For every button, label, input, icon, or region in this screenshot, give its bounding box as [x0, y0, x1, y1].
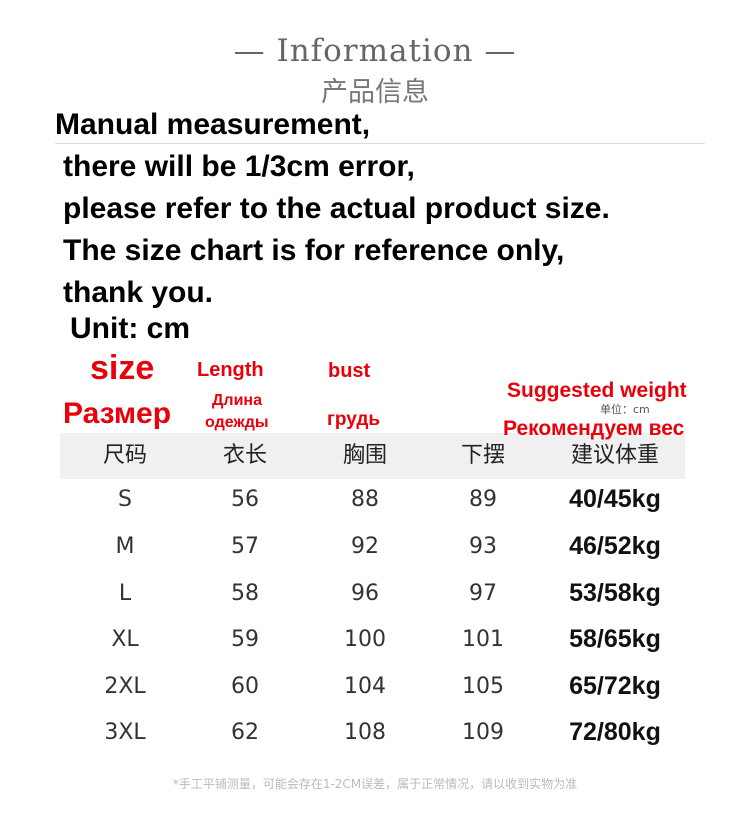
unit-cn: 单位：cm [600, 403, 650, 416]
length-label: Length [197, 359, 264, 381]
table-header-band [60, 433, 685, 479]
table-cell: 105 [462, 674, 504, 699]
table-cell-weight: 65/72kg [569, 672, 661, 700]
bust-label-ru: грудь [327, 409, 381, 430]
table-header-cell: 建议体重 [570, 443, 659, 468]
table-cell: 96 [351, 581, 379, 606]
table-header-cell: 胸围 [342, 443, 387, 468]
note-line: there will be 1/3cm error, [63, 150, 415, 183]
weight-label-ru: Рекомендуем вес [503, 417, 685, 440]
length-label-ru: одежды [205, 414, 269, 431]
table-header-cell: 尺码 [102, 443, 147, 468]
table-cell: 108 [344, 720, 386, 745]
table-cell: 93 [469, 534, 497, 559]
table-cell: 92 [351, 534, 379, 559]
unit-label: Unit: cm [70, 312, 190, 345]
length-label-ru: Длина [212, 392, 262, 409]
weight-label: Suggested weight [507, 379, 687, 402]
table-cell: 2XL [104, 674, 146, 699]
table-cell: 56 [231, 487, 259, 512]
table-cell: 104 [344, 674, 386, 699]
note-line: thank you. [63, 276, 214, 309]
table-header-cell: 衣长 [222, 443, 267, 468]
table-cell: 58 [231, 581, 259, 606]
size-label-ru: Размер [63, 397, 172, 430]
note-line: please refer to the actual product size. [63, 192, 610, 225]
table-cell-weight: 58/65kg [569, 625, 661, 653]
table-cell-weight: 72/80kg [569, 718, 661, 746]
table-cell: 109 [462, 720, 504, 745]
table-cell-weight: 53/58kg [569, 579, 661, 607]
bust-label: bust [328, 360, 371, 382]
subtitle: 产品信息 [321, 77, 429, 108]
table-cell: 100 [344, 627, 386, 652]
table-cell: 60 [231, 674, 259, 699]
table-cell: S [118, 487, 132, 512]
table-cell: M [115, 534, 135, 559]
table-cell-weight: 46/52kg [569, 532, 661, 560]
table-cell: 97 [469, 581, 497, 606]
table-header-cell: 下摆 [460, 443, 505, 468]
table-cell: 59 [231, 627, 259, 652]
note-line: The size chart is for reference only, [63, 234, 565, 267]
table-cell: 101 [462, 627, 504, 652]
table-cell-weight: 40/45kg [569, 485, 661, 513]
table-cell: L [118, 581, 132, 606]
size-label: size [90, 349, 155, 387]
table-cell: 3XL [104, 720, 146, 745]
title: — Information — [233, 33, 517, 69]
table-cell: 88 [351, 487, 379, 512]
footnote: *手工平铺测量，可能会存在1-2CM误差，属于正常情况，请以收到实物为准 [172, 777, 578, 791]
table-cell: 57 [231, 534, 259, 559]
note-line: Manual measurement, [55, 108, 371, 141]
table-cell: 89 [469, 487, 497, 512]
table-cell: XL [111, 627, 139, 652]
divider [55, 143, 705, 144]
table-cell: 62 [231, 720, 259, 745]
